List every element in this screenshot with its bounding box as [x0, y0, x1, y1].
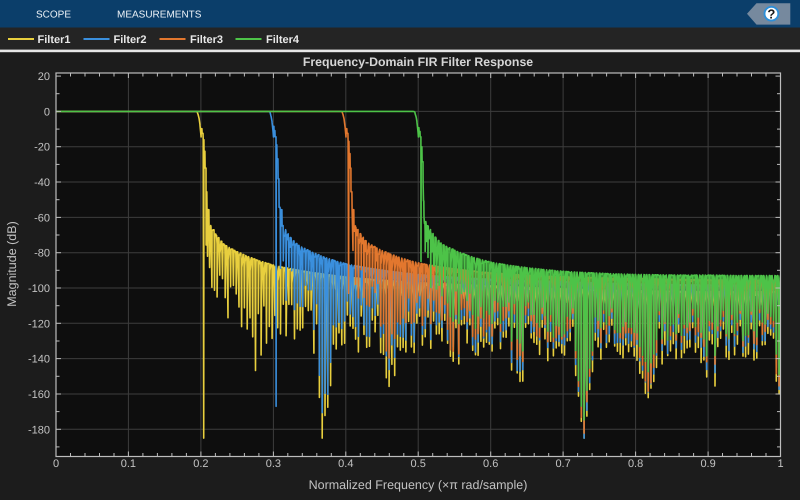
svg-text:-160: -160 [28, 389, 50, 401]
svg-text:MEASUREMENTS: MEASUREMENTS [117, 10, 202, 21]
svg-text:-120: -120 [28, 318, 50, 330]
svg-text:?: ? [767, 7, 775, 22]
svg-text:Filter3: Filter3 [190, 34, 223, 46]
svg-text:0.8: 0.8 [628, 458, 643, 470]
svg-text:-80: -80 [34, 248, 50, 260]
svg-text:0.4: 0.4 [338, 458, 353, 470]
svg-text:-180: -180 [28, 424, 50, 436]
svg-text:0.6: 0.6 [483, 458, 498, 470]
svg-text:Filter2: Filter2 [114, 34, 147, 46]
svg-text:0.1: 0.1 [121, 458, 136, 470]
svg-text:1: 1 [777, 458, 783, 470]
svg-text:-100: -100 [28, 283, 50, 295]
svg-text:Normalized Frequency (×π rad/s: Normalized Frequency (×π rad/sample) [309, 478, 528, 492]
svg-text:20: 20 [38, 71, 50, 83]
svg-text:Filter1: Filter1 [38, 34, 71, 46]
svg-text:-60: -60 [34, 212, 50, 224]
svg-text:0.2: 0.2 [193, 458, 208, 470]
svg-text:0: 0 [53, 458, 59, 470]
svg-text:-40: -40 [34, 177, 50, 189]
svg-text:0: 0 [44, 106, 50, 118]
svg-text:SCOPE: SCOPE [36, 10, 71, 21]
svg-text:0.5: 0.5 [411, 458, 426, 470]
svg-text:Frequency-Domain FIR Filter Re: Frequency-Domain FIR Filter Response [303, 55, 533, 69]
svg-text:-20: -20 [34, 142, 50, 154]
svg-text:Magnitude (dB): Magnitude (dB) [5, 221, 19, 306]
svg-text:0.3: 0.3 [266, 458, 281, 470]
svg-text:-140: -140 [28, 354, 50, 366]
svg-text:Filter4: Filter4 [266, 34, 300, 46]
svg-text:0.9: 0.9 [700, 458, 715, 470]
svg-text:0.7: 0.7 [555, 458, 570, 470]
